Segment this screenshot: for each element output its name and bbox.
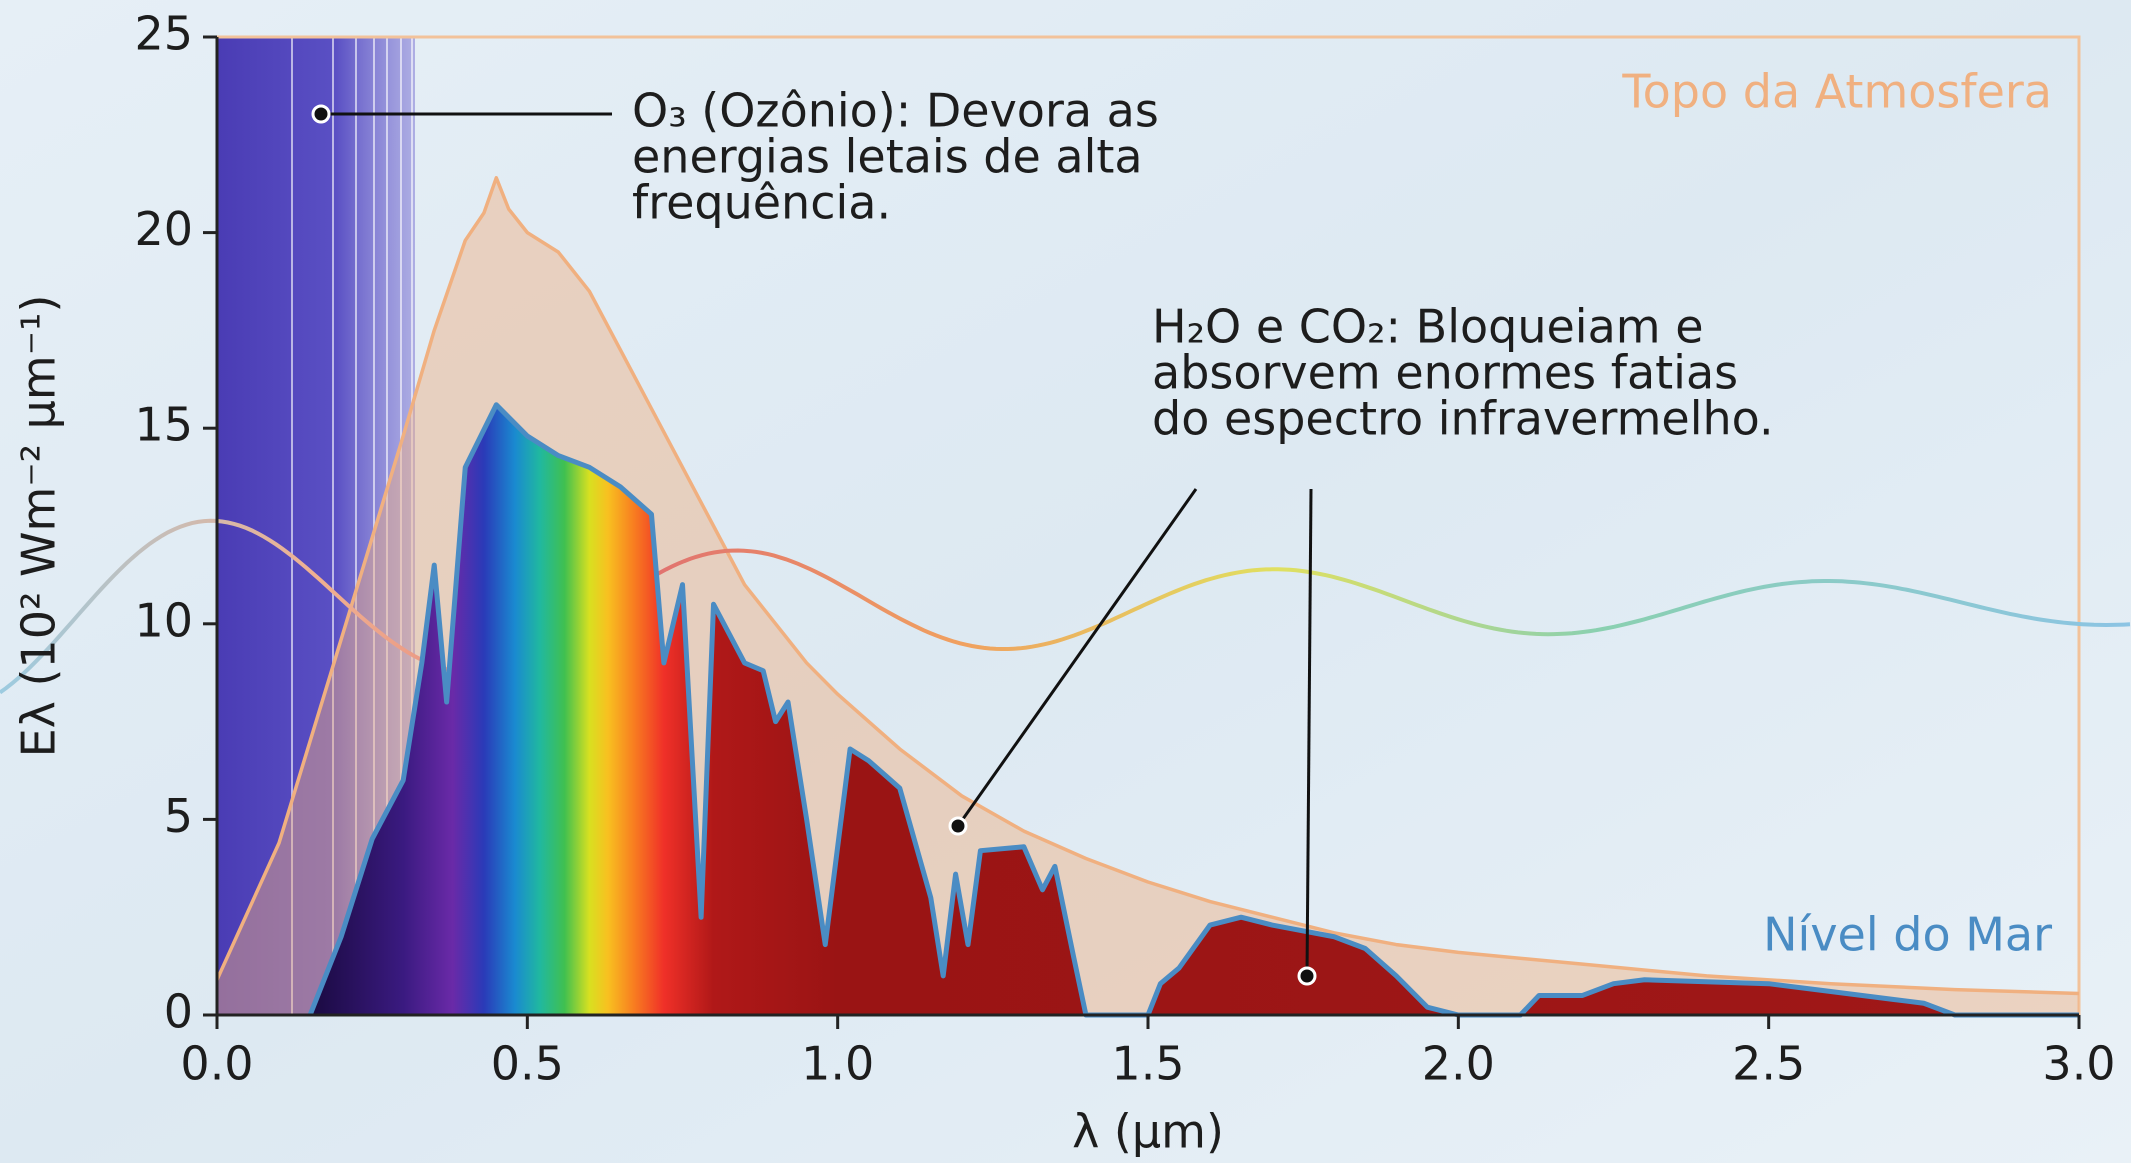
leader-dot: [313, 106, 329, 122]
x-tick-label: 3.0: [2042, 1037, 2115, 1091]
leader-dot: [950, 818, 966, 834]
y-tick-label: 10: [134, 593, 193, 647]
x-tick-label: 2.0: [1422, 1037, 1495, 1091]
y-tick-label: 15: [134, 398, 193, 452]
chart: Topo da Atmosfera Nível do Mar 0 5 10 15 20 25 0…: [0, 0, 2131, 1163]
x-tick-label: 0.0: [180, 1037, 253, 1091]
series-label: Topo da Atmosfera: [1621, 65, 2052, 119]
y-tick-label: 20: [134, 202, 193, 256]
y-tick-label: 25: [134, 7, 193, 61]
series-label: Nível do Mar: [1763, 908, 2052, 962]
leader-dot: [1299, 968, 1315, 984]
y-axis-label: Eλ (10² Wm⁻² µm⁻¹): [12, 295, 66, 758]
annotation-text: frequência.: [632, 176, 891, 230]
y-tick-label: 5: [164, 789, 193, 843]
x-axis-label: λ (µm): [1072, 1105, 1224, 1159]
x-tick-label: 2.5: [1732, 1037, 1805, 1091]
annotation-text: do espectro infravermelho.: [1152, 392, 1774, 446]
x-tick-label: 0.5: [491, 1037, 564, 1091]
y-tick-label: 0: [164, 985, 193, 1039]
x-tick-label: 1.5: [1111, 1037, 1184, 1091]
x-tick-label: 1.0: [801, 1037, 874, 1091]
